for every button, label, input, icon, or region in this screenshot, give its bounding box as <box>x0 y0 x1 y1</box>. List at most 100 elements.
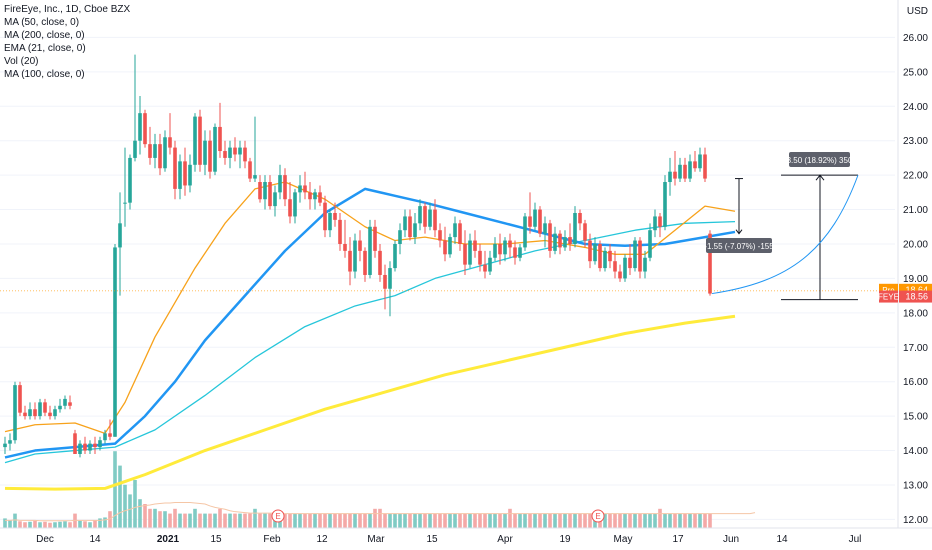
candle-body <box>533 209 537 227</box>
candle-body <box>53 409 57 417</box>
candle <box>703 147 707 183</box>
indicator-volume[interactable]: Vol (20) <box>4 56 39 67</box>
candle <box>268 175 272 210</box>
volume-bar <box>508 508 512 528</box>
candle <box>133 54 137 162</box>
volume-bar <box>578 513 582 528</box>
volume-bar <box>268 513 272 528</box>
candle <box>648 223 652 262</box>
time-tick-label: 15 <box>210 534 222 545</box>
candle-body <box>363 250 367 275</box>
candle <box>243 140 247 169</box>
candle <box>163 130 167 172</box>
candle-body <box>113 247 117 437</box>
candle <box>498 233 502 265</box>
volume-bar <box>213 513 217 528</box>
candle-body <box>383 274 387 289</box>
volume-bar <box>248 513 252 528</box>
candle <box>693 151 697 172</box>
candle <box>188 154 192 193</box>
volume-bar <box>178 513 182 528</box>
volume-bar <box>68 522 72 528</box>
candle-body <box>543 223 547 234</box>
candle <box>423 202 427 234</box>
candle <box>88 440 92 454</box>
candle <box>493 237 497 262</box>
symbol-title[interactable]: FireEye, Inc., 1D, Cboe BZX <box>4 4 131 15</box>
currency-label: USD <box>907 6 928 17</box>
price-tick-label: 18.00 <box>903 308 928 319</box>
volume-bar <box>238 513 242 528</box>
candle <box>473 230 477 258</box>
time-tick-label: 2021 <box>157 534 180 545</box>
candle <box>503 237 507 262</box>
candle-body <box>158 144 162 169</box>
volume-bar <box>298 513 302 528</box>
candle-body <box>583 223 587 241</box>
volume-bar <box>48 522 52 528</box>
candle <box>293 188 297 224</box>
candle-body <box>388 268 392 289</box>
indicator-ema21[interactable]: EMA (21, close, 0) <box>4 43 86 54</box>
earnings-marker-label: E <box>595 512 600 521</box>
candle-body <box>553 233 557 251</box>
price-tick-label: 20.00 <box>903 239 928 250</box>
volume-bar <box>443 513 447 528</box>
candle-body <box>228 147 232 158</box>
volume-bar <box>148 508 152 528</box>
volume-bar <box>498 513 502 528</box>
volume-bar <box>228 513 232 528</box>
candle-body <box>298 185 302 193</box>
candle <box>408 209 412 241</box>
candle <box>548 219 552 258</box>
volume-bar <box>163 511 167 528</box>
candle-body <box>283 175 287 200</box>
candle <box>613 250 617 279</box>
candle-body <box>128 157 132 203</box>
volume-bar <box>3 518 7 528</box>
candle <box>368 219 372 279</box>
candle <box>173 140 177 200</box>
indicator-ma50[interactable]: MA (50, close, 0) <box>4 17 80 28</box>
candle <box>628 243 632 275</box>
volume-bar <box>293 513 297 528</box>
candle-body <box>643 257 647 272</box>
candle <box>273 185 277 217</box>
volume-bar <box>683 513 687 528</box>
volume-bar <box>673 513 677 528</box>
volume-bar <box>58 521 62 528</box>
volume-bar <box>653 513 657 528</box>
volume-bar <box>423 513 427 528</box>
candle <box>263 175 267 210</box>
measure-down-label: -1.55 (-7.07%) -155 <box>704 238 774 253</box>
candle-body <box>513 247 517 258</box>
candle <box>673 151 677 186</box>
volume-bar <box>503 513 507 528</box>
candle <box>563 230 567 251</box>
candle <box>643 250 647 279</box>
volume-bar <box>28 521 32 528</box>
candle-body <box>528 216 532 227</box>
volume-bar <box>408 513 412 528</box>
candle <box>73 429 77 454</box>
volume-bar <box>128 494 132 528</box>
candle-body <box>348 250 352 272</box>
volume-bar <box>243 513 247 528</box>
candle-body <box>498 243 502 255</box>
volume-bar <box>208 513 212 528</box>
candle <box>288 182 292 224</box>
candle <box>238 140 242 169</box>
candle <box>43 398 47 417</box>
volume-bar <box>523 513 527 528</box>
candle <box>398 223 402 255</box>
candle-body <box>588 240 592 262</box>
price-badge-value-bg <box>899 290 932 303</box>
candle <box>338 213 342 251</box>
candle <box>128 154 132 210</box>
candle-body <box>288 199 292 217</box>
candle-body <box>3 443 7 448</box>
indicator-ma200[interactable]: MA (200, close, 0) <box>4 30 85 41</box>
indicator-ma100[interactable]: MA (100, close, 0) <box>4 69 85 80</box>
volume-bar <box>43 521 47 528</box>
